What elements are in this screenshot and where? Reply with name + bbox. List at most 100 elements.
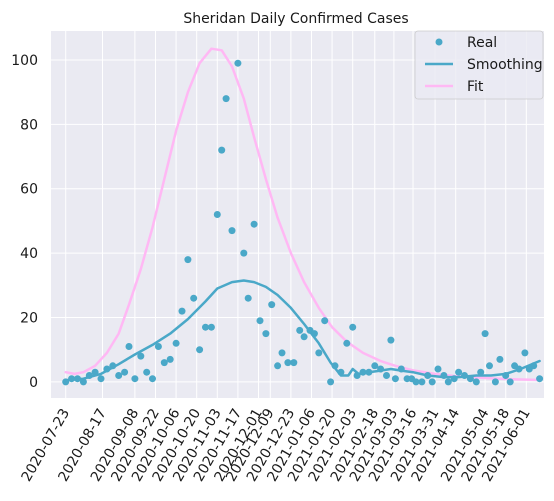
real-data-point (315, 349, 323, 357)
real-data-point (450, 375, 458, 383)
y-tick-label: 20 (20, 311, 38, 327)
real-data-point (74, 375, 81, 383)
real-data-point (397, 365, 405, 373)
real-data-point (240, 249, 248, 257)
real-data-point (290, 359, 298, 367)
real-data-point (149, 375, 156, 383)
real-data-point (486, 362, 493, 370)
real-data-point (178, 307, 186, 315)
real-data-point (154, 343, 162, 350)
real-data-point (262, 330, 270, 338)
real-data-point (418, 378, 426, 386)
x-axis-ticks: 2020-07-232020-08-172020-09-082020-09-22… (19, 406, 534, 485)
real-data-point (218, 146, 226, 154)
real-data-point (461, 372, 468, 379)
real-data-point (506, 378, 514, 386)
legend-real-label: Real (467, 35, 497, 51)
real-data-point (377, 365, 385, 373)
y-axis-ticks: 0 20 40 60 80 100 (11, 53, 38, 391)
chart-title: Sheridan Daily Confirmed Cases (183, 11, 408, 27)
real-data-point (256, 317, 264, 325)
real-data-point (365, 368, 373, 376)
real-data-point (103, 365, 111, 373)
real-data-point (244, 294, 252, 302)
legend-fit-label: Fit (467, 79, 484, 95)
real-data-point (440, 372, 448, 379)
real-data-point (274, 362, 282, 370)
real-data-point (502, 372, 510, 379)
real-data-point (143, 368, 151, 376)
real-data-point (172, 339, 180, 347)
fit-line (64, 47, 541, 382)
real-data-point (202, 323, 209, 331)
series-layer (62, 47, 544, 386)
real-data-point (477, 368, 485, 376)
real-data-point (491, 378, 499, 386)
real-data-point (496, 355, 504, 363)
real-data-point (250, 220, 258, 228)
real-data-point (284, 359, 292, 367)
real-data-point (481, 330, 489, 338)
legend-box (414, 30, 544, 100)
real-data-point (268, 301, 276, 309)
real-data-point (536, 375, 544, 383)
real-data-point (371, 362, 379, 370)
real-data-point (383, 372, 390, 379)
legend-real-marker (435, 38, 443, 46)
y-tick-label: 40 (20, 246, 38, 262)
real-data-point (391, 375, 399, 383)
real-data-point (166, 355, 174, 363)
y-tick-label: 60 (20, 182, 38, 198)
y-tick-label: 0 (29, 375, 38, 391)
real-data-point (125, 343, 133, 350)
real-data-point (343, 339, 351, 347)
real-data-point (296, 326, 304, 334)
real-data-point (91, 368, 99, 376)
y-tick-label: 80 (20, 117, 38, 133)
real-data-point (321, 317, 329, 325)
real-data-point (160, 359, 168, 367)
real-data-point (184, 256, 192, 264)
real-data-point (300, 333, 308, 341)
y-tick-label: 100 (11, 53, 38, 69)
real-data-point (530, 362, 538, 370)
real-data-point (137, 352, 145, 360)
real-data-point (85, 372, 93, 379)
real-data-point (349, 323, 357, 331)
real-data-point (234, 59, 242, 67)
real-data-point (278, 349, 286, 357)
real-data-point (444, 378, 452, 386)
real-data-point (190, 294, 198, 302)
real-data-point (310, 330, 318, 338)
real-data-point (521, 349, 529, 357)
real-data-point (115, 372, 123, 379)
legend-smoothing-label: Smoothing (467, 57, 543, 73)
real-data-point (121, 368, 129, 376)
real-data-point (213, 211, 221, 218)
real-data-point (434, 365, 442, 373)
real-data-point (228, 227, 236, 235)
real-data-point (62, 378, 70, 386)
real-data-point (428, 378, 436, 386)
real-data-point (337, 368, 345, 376)
real-data-point (331, 362, 339, 370)
real-data-point (387, 336, 395, 344)
real-data-point (68, 375, 76, 383)
real-data-point (353, 372, 361, 379)
real-data-point (207, 323, 215, 331)
real-data-point (196, 346, 204, 354)
real-data-point (109, 362, 117, 370)
real-data-point (79, 378, 87, 386)
real-data-point (327, 378, 335, 386)
real-data-point (359, 368, 367, 376)
real-data-point (466, 375, 474, 383)
real-data-point (97, 375, 105, 383)
real-data-point (424, 372, 432, 379)
real-data-point (455, 368, 463, 376)
real-data-point (412, 378, 420, 386)
real-data-point (472, 378, 480, 386)
real-data-point (131, 375, 139, 383)
legend: Real Smoothing Fit (414, 30, 544, 100)
